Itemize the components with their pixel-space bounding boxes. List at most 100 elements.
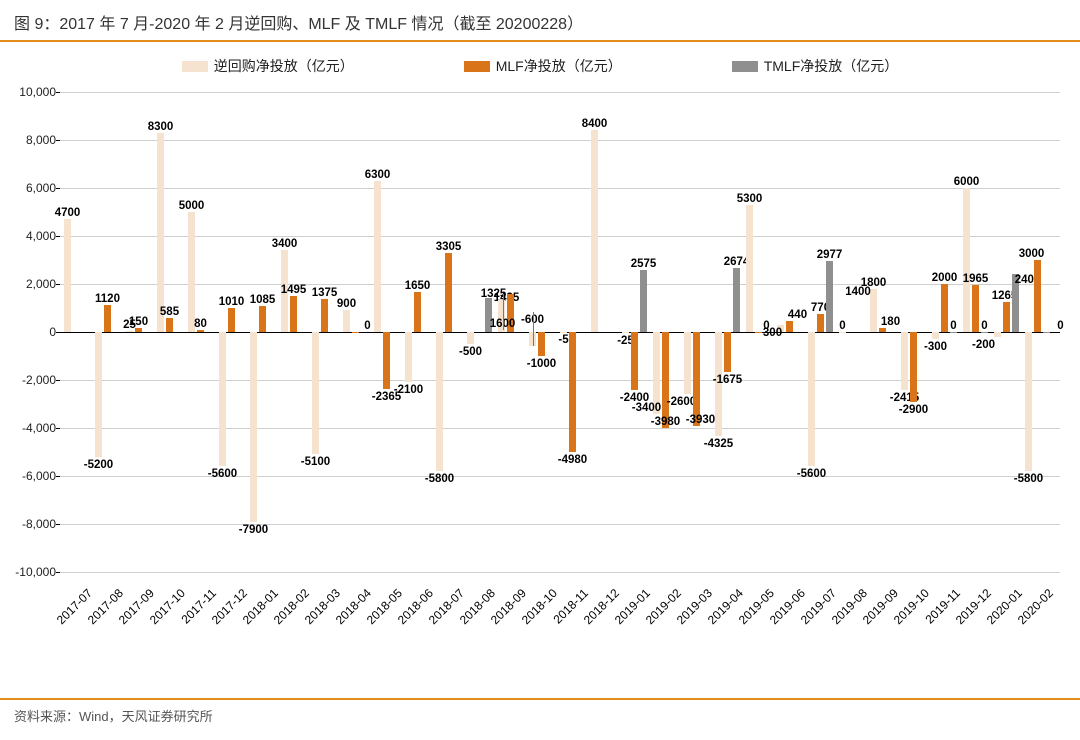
bar-rr xyxy=(219,332,226,466)
chart-area: 逆回购净投放（亿元） MLF净投放（亿元） TMLF净投放（亿元） -10,000 -… xyxy=(0,42,1080,698)
y-tick-label: 10,000 xyxy=(19,85,56,99)
data-label: 5000 xyxy=(179,200,205,212)
data-label: -3930 xyxy=(686,414,715,426)
data-label: -7900 xyxy=(239,524,268,536)
bar-mlf xyxy=(724,332,731,372)
data-label: 80 xyxy=(194,318,207,330)
bar-rr xyxy=(64,219,71,332)
bar-mlf xyxy=(445,253,452,332)
bar-mlf xyxy=(755,332,762,333)
data-label: 8400 xyxy=(582,118,608,130)
data-label: 180 xyxy=(881,316,900,328)
bar-mlf xyxy=(972,285,979,332)
data-label: -5600 xyxy=(797,468,826,480)
bar-mlf xyxy=(228,308,235,332)
data-label: -300 xyxy=(924,341,947,353)
bar-rr xyxy=(343,310,350,332)
data-label: -5800 xyxy=(1014,473,1043,485)
grid-line xyxy=(60,140,1060,141)
data-label: 1495 xyxy=(281,284,307,296)
data-label: 585 xyxy=(160,306,179,318)
legend-item: MLF净投放（亿元） xyxy=(464,56,622,76)
bar-mlf xyxy=(910,332,917,402)
figure-title: 图 9：2017 年 7 月-2020 年 2 月逆回购、MLF 及 TMLF … xyxy=(14,10,1066,34)
data-label: 2000 xyxy=(932,272,958,284)
y-tick-label: 4,000 xyxy=(26,229,56,243)
bar-mlf xyxy=(414,292,421,332)
data-label: 900 xyxy=(337,298,356,310)
data-label: 1400 xyxy=(845,286,871,298)
bar-mlf xyxy=(321,299,328,332)
data-label: -1000 xyxy=(527,358,556,370)
bar-rr xyxy=(374,181,381,332)
source-text: 资料来源：Wind，天风证券研究所 xyxy=(14,709,213,724)
data-label: -2100 xyxy=(394,384,423,396)
figure-title-bar: 图 9：2017 年 7 月-2020 年 2 月逆回购、MLF 及 TMLF … xyxy=(0,0,1080,42)
data-label: 3000 xyxy=(1019,248,1045,260)
bar-rr xyxy=(901,332,908,390)
data-label: 150 xyxy=(129,316,148,328)
y-tick-label: -2,000 xyxy=(22,373,56,387)
data-label: 1120 xyxy=(95,293,120,305)
legend-label: 逆回购净投放（亿元） xyxy=(214,56,354,76)
legend-item: 逆回购净投放（亿元） xyxy=(182,56,354,76)
bar-rr xyxy=(1025,332,1032,471)
data-label: 3400 xyxy=(272,238,298,250)
data-label: 4700 xyxy=(55,207,81,219)
bar-rr xyxy=(622,332,629,333)
data-label: -3400 xyxy=(632,402,661,414)
bar-rr xyxy=(436,332,443,471)
legend-label: MLF净投放（亿元） xyxy=(496,56,622,76)
data-label: 0 xyxy=(839,320,845,332)
bar-rr xyxy=(932,332,939,339)
data-label: 3305 xyxy=(436,241,462,253)
grid-line xyxy=(60,284,1060,285)
data-label: -4325 xyxy=(704,438,733,450)
bar-mlf xyxy=(197,330,204,332)
data-label: 300 xyxy=(763,327,782,339)
bar-rr xyxy=(560,332,567,333)
data-label: 1965 xyxy=(963,273,989,285)
data-label: -5 xyxy=(558,334,568,346)
bar-mlf xyxy=(1034,260,1041,332)
data-label: -5100 xyxy=(301,456,330,468)
y-tick-label: -10,000 xyxy=(15,565,56,579)
bar-mlf xyxy=(631,332,638,390)
y-tick-label: 2,000 xyxy=(26,277,56,291)
grid-line xyxy=(60,236,1060,237)
bar-rr xyxy=(467,332,474,344)
bar-mlf xyxy=(879,328,886,332)
data-label: -1675 xyxy=(713,374,742,386)
legend-label: TMLF净投放（亿元） xyxy=(764,56,899,76)
y-tick-label: -4,000 xyxy=(22,421,56,435)
data-label: 8300 xyxy=(148,121,174,133)
bar-mlf xyxy=(569,332,576,452)
bar-rr xyxy=(963,188,970,332)
bar-mlf xyxy=(104,305,111,332)
bar-rr xyxy=(684,332,691,394)
bar-tmlf xyxy=(640,270,647,332)
source-bar: 资料来源：Wind，天风证券研究所 xyxy=(0,698,1080,731)
data-label: 1085 xyxy=(250,294,276,306)
data-label: -4980 xyxy=(558,454,587,466)
bar-rr xyxy=(405,332,412,382)
legend: 逆回购净投放（亿元） MLF净投放（亿元） TMLF净投放（亿元） xyxy=(0,56,1080,76)
data-label: -5200 xyxy=(84,459,113,471)
bar-mlf xyxy=(259,306,266,332)
data-label: -200 xyxy=(972,339,995,351)
y-tick-label: -6,000 xyxy=(22,469,56,483)
bar-rr xyxy=(188,212,195,332)
grid-line xyxy=(60,524,1060,525)
plot: -10,000-8,000-6,000-4,000-2,00002,0004,0… xyxy=(60,92,1060,572)
bar-mlf xyxy=(135,328,142,332)
data-label: 5300 xyxy=(737,193,763,205)
bar-rr xyxy=(839,332,846,333)
bar-tmlf xyxy=(733,268,740,332)
bar-mlf xyxy=(538,332,545,356)
bar-tmlf xyxy=(950,332,957,333)
data-label: 0 xyxy=(950,320,956,332)
y-tick-label: 0 xyxy=(49,325,56,339)
bar-rr xyxy=(808,332,815,466)
data-label: 6000 xyxy=(954,176,980,188)
data-label: 1010 xyxy=(219,296,245,308)
